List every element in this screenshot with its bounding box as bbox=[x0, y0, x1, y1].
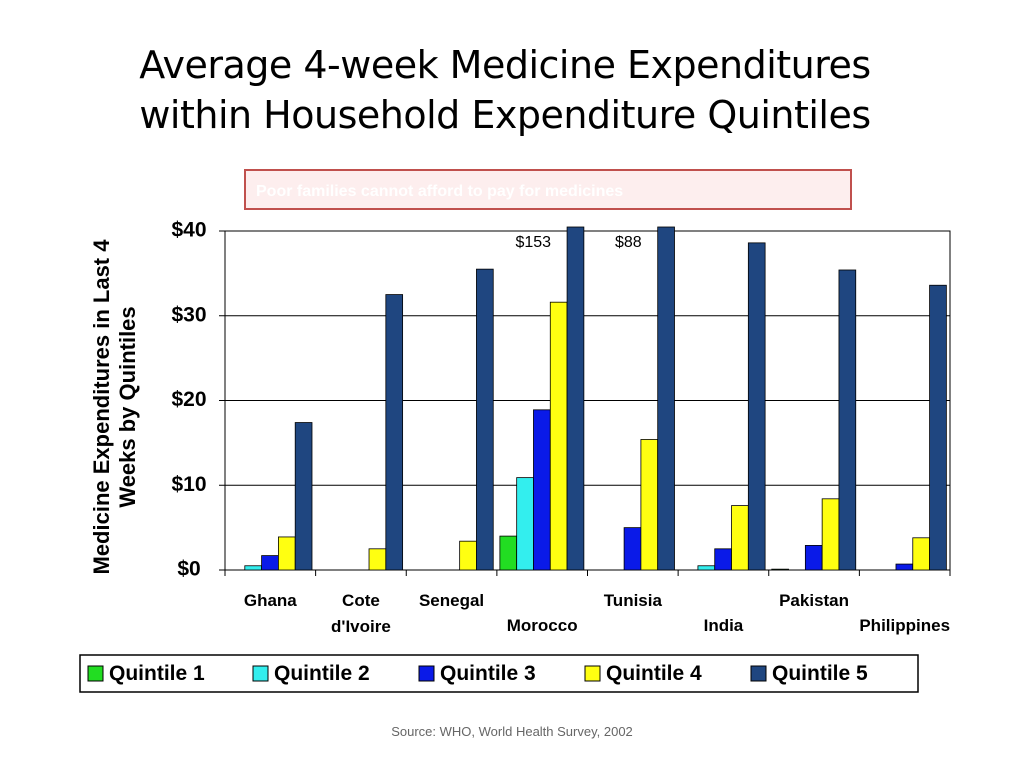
bar bbox=[368, 548, 387, 571]
bar bbox=[261, 555, 279, 571]
source: Source: WHO, World Health Survey, 2002 bbox=[391, 724, 633, 739]
legend-swatch bbox=[87, 665, 104, 682]
bar bbox=[838, 269, 857, 571]
bar bbox=[476, 268, 494, 571]
x-tick-label: Senegal bbox=[418, 591, 485, 610]
bar bbox=[657, 226, 675, 571]
bar bbox=[533, 409, 551, 571]
bar bbox=[277, 536, 296, 571]
x-tick-label: Cote d'Ivoire bbox=[331, 591, 391, 636]
x-tick-label: Tunisia bbox=[603, 591, 662, 610]
bar bbox=[549, 301, 568, 571]
x-tick-label: Ghana bbox=[243, 591, 297, 610]
legend-swatch bbox=[584, 665, 601, 682]
y-tick-label: $10 bbox=[171, 473, 206, 496]
x-tick-label: Pakistan bbox=[779, 591, 850, 610]
bar bbox=[385, 294, 404, 571]
bar bbox=[929, 284, 947, 571]
annotation: Poor families cannot afford to pay for m… bbox=[244, 169, 852, 210]
bar bbox=[821, 498, 840, 571]
bar bbox=[804, 545, 823, 571]
bar bbox=[566, 226, 585, 571]
legend-label: Quintile 5 bbox=[772, 662, 868, 685]
x-tick-label: Philippines bbox=[859, 616, 951, 635]
y-tick-label: $20 bbox=[171, 388, 206, 411]
bar bbox=[640, 439, 659, 571]
bar bbox=[895, 563, 914, 571]
bar bbox=[697, 565, 716, 571]
bar bbox=[244, 565, 263, 571]
bar bbox=[747, 242, 766, 571]
legend-swatch bbox=[750, 665, 767, 682]
x-tick-label: India bbox=[703, 616, 744, 635]
legend-swatch bbox=[418, 665, 435, 682]
legend-swatch bbox=[252, 665, 269, 682]
y-tick-label: $40 bbox=[171, 219, 206, 242]
bar bbox=[516, 477, 534, 571]
bar bbox=[623, 527, 642, 571]
legend-label: Quintile 4 bbox=[606, 662, 702, 685]
legend-label: Quintile 2 bbox=[274, 662, 370, 685]
legend-label: Quintile 3 bbox=[440, 662, 536, 685]
value-label: $153 bbox=[515, 234, 551, 251]
bar bbox=[912, 537, 930, 571]
chart-title: Average 4-week Medicine Expenditures wit… bbox=[139, 43, 871, 137]
y-tick-label: $0 bbox=[177, 558, 200, 581]
legend-label: Quintile 1 bbox=[109, 662, 205, 685]
bar bbox=[294, 422, 313, 571]
bar bbox=[714, 548, 732, 571]
value-label: $88 bbox=[615, 234, 642, 251]
y-tick-label: $30 bbox=[171, 303, 206, 326]
legend-frame bbox=[79, 654, 919, 693]
bar bbox=[771, 568, 789, 571]
bar bbox=[459, 540, 477, 571]
bar bbox=[731, 505, 749, 571]
x-tick-label: Morocco bbox=[506, 616, 578, 635]
bar bbox=[499, 535, 518, 571]
